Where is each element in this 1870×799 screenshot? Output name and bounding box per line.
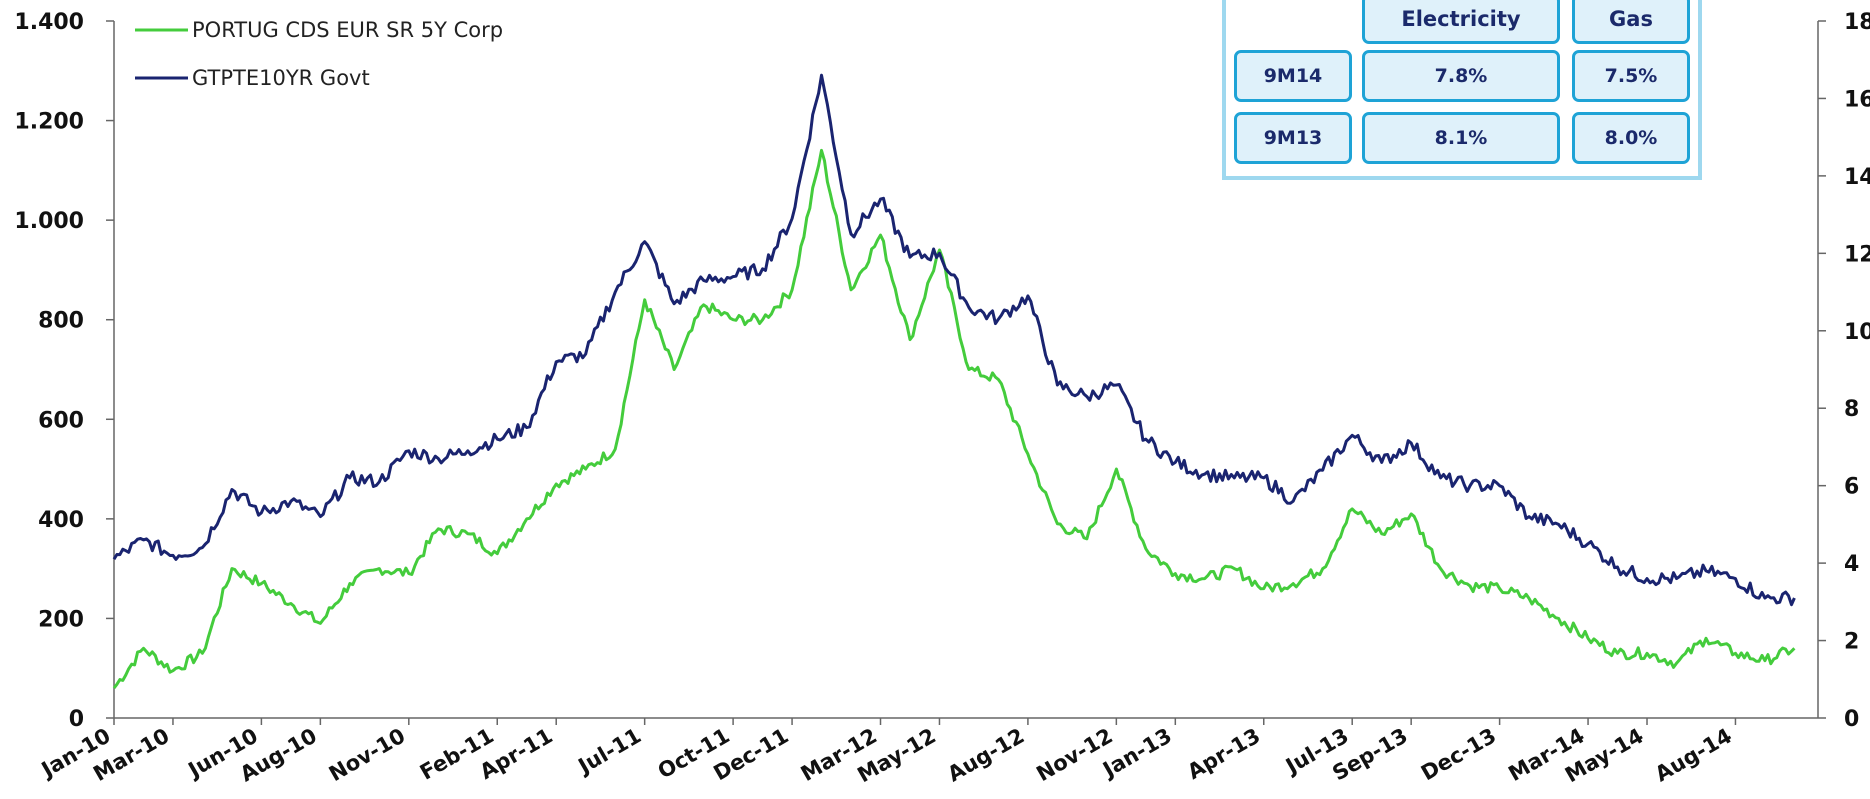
header-electricity: Electricity [1362, 0, 1560, 44]
left-tick-label: 1.400 [14, 10, 84, 35]
row-label-9m14: 9M14 [1234, 50, 1352, 102]
row-label-9m13: 9M13 [1234, 112, 1352, 164]
right-tick-label: 2 [1844, 630, 1859, 655]
right-tick-label: 10 [1844, 320, 1870, 345]
left-tick-label: 200 [38, 607, 84, 632]
value-9m13-electricity: 8.1% [1362, 112, 1560, 164]
right-tick-label: 6 [1844, 475, 1859, 500]
x-tick-label: Dec-13 [1417, 724, 1500, 786]
left-tick-label: 800 [38, 309, 84, 334]
right-tick-label: 16 [1844, 87, 1870, 112]
x-tick-label: Apr-13 [1183, 724, 1264, 785]
legend-label-cds: PORTUG CDS EUR SR 5Y Corp [192, 18, 503, 42]
x-tick-label: Aug-14 [1651, 724, 1736, 787]
right-tick-label: 14 [1844, 165, 1870, 190]
left-tick-label: 1.000 [14, 209, 84, 234]
right-tick-label: 18 [1844, 10, 1870, 35]
right-tick-label: 0 [1844, 707, 1859, 732]
series-line-govt [112, 73, 1796, 607]
right-tick-label: 8 [1844, 397, 1859, 422]
legend-label-govt: GTPTE10YR Govt [192, 66, 370, 90]
right-axis: 0 2 4 6 8 10 12 14 16 18 [1817, 10, 1870, 732]
header-gas: Gas [1572, 0, 1690, 44]
left-axis: 0 200 400 600 800 1.000 1.200 1.400 [14, 10, 115, 732]
x-tick-label: Jul-11 [573, 724, 646, 780]
left-tick-label: 0 [69, 707, 84, 732]
legend: PORTUG CDS EUR SR 5Y Corp GTPTE10YR Govt [135, 18, 503, 90]
value-9m14-electricity: 7.8% [1362, 50, 1560, 102]
left-tick-label: 400 [38, 508, 84, 533]
value-9m14-gas: 7.5% [1572, 50, 1690, 102]
inset-table: Electricity Gas 9M14 7.8% 7.5% 9M13 8.1%… [1222, 0, 1702, 180]
right-tick-label: 12 [1844, 242, 1870, 267]
x-tick-label: Nov-12 [1032, 724, 1116, 787]
x-tick-label: Nov-10 [325, 724, 409, 787]
right-tick-label: 4 [1844, 552, 1859, 577]
series-line-cds [112, 148, 1796, 690]
x-tick-label: Aug-12 [944, 724, 1029, 787]
left-tick-label: 1.200 [14, 110, 84, 135]
series-layer [112, 73, 1796, 690]
left-tick-label: 600 [38, 408, 84, 433]
value-9m13-gas: 8.0% [1572, 112, 1690, 164]
